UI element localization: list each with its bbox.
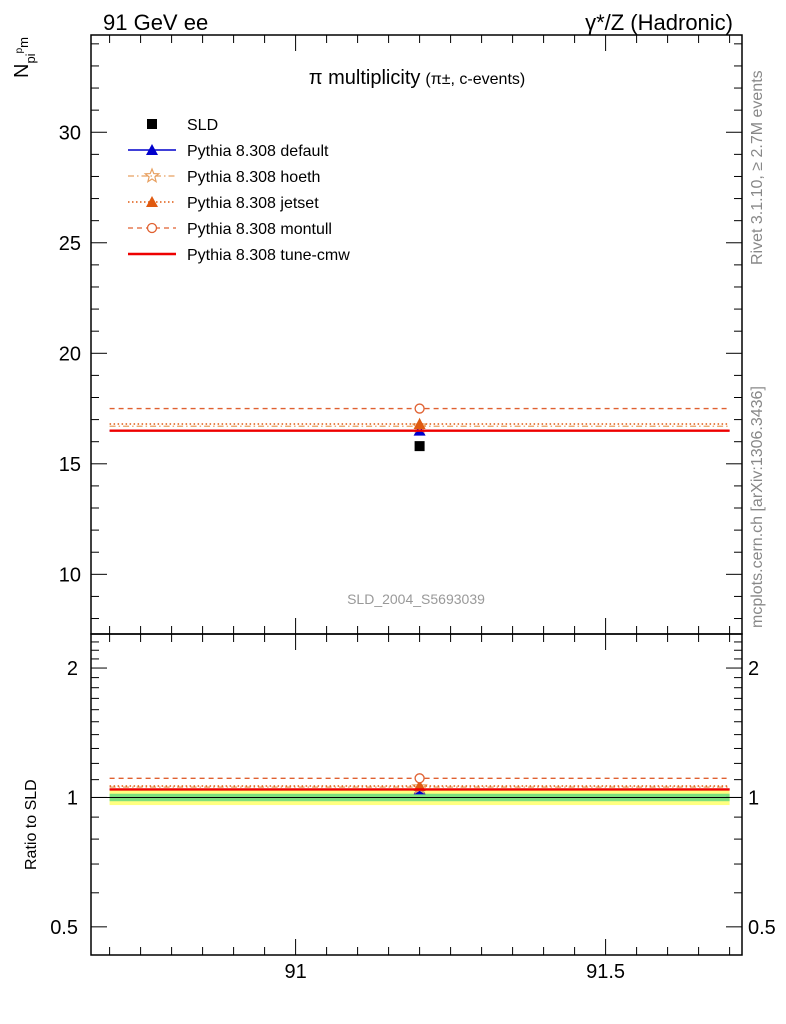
series-point [413, 418, 426, 430]
data-point [414, 441, 425, 452]
ratio-ytick-labels: 0.5 0.5 1 1 2 2 [50, 658, 776, 939]
legend-label: Pythia 8.308 tune-cmw [187, 247, 350, 264]
ratio-ytick-label: 2 [67, 658, 78, 680]
legend-marker [147, 119, 157, 129]
mcplots-label: mcplots.cern.ch [arXiv:1306.3436] [749, 386, 766, 628]
ratio-series-group [109, 773, 730, 795]
legend-item: Pythia 8.308 jetset [128, 195, 319, 212]
main-ylabel: Npipm [11, 37, 38, 78]
ratio-axis-ticks [91, 634, 742, 955]
x-tick-labels: 91 91.5 [284, 961, 625, 983]
ratio-ylabel: Ratio to SLD [23, 779, 40, 870]
main-series-group [109, 403, 730, 452]
legend-item: Pythia 8.308 tune-cmw [128, 247, 350, 264]
legend-marker [143, 167, 161, 184]
rivet-label: Rivet 3.1.10, ≥ 2.7M events [749, 70, 766, 265]
main-panel: 10 15 20 25 30 [59, 34, 743, 635]
legend-label: Pythia 8.308 default [187, 143, 329, 160]
main-ytick-label: 25 [59, 233, 81, 255]
legend-marker [146, 144, 158, 155]
ratio-ytick-label: 0.5 [50, 917, 78, 939]
header-left-label: 91 GeV ee [103, 10, 208, 35]
main-ytick-label: 30 [59, 122, 81, 144]
legend-item: Pythia 8.308 hoeth [128, 167, 320, 186]
ratio-panel: 0.5 0.5 1 1 2 2 91 91.5 [50, 633, 776, 983]
ratio-ytick-label-right: 1 [748, 787, 759, 809]
main-ytick-label: 20 [59, 343, 81, 365]
chart-title: π multiplicity (π±, c-events) [309, 67, 525, 89]
svg-text:Npipm: Npipm [11, 37, 38, 78]
series-point [414, 403, 425, 414]
xtick-label: 91 [284, 961, 306, 983]
ratio-uncertainty-band [91, 790, 742, 806]
ratio-ytick-label-right: 2 [748, 658, 759, 680]
legend-marker [146, 222, 158, 234]
main-axis-ticks [91, 35, 742, 634]
legend-label: Pythia 8.308 hoeth [187, 169, 320, 186]
legend-marker [146, 196, 158, 207]
ratio-ytick-label-right: 0.5 [748, 917, 776, 939]
legend: SLD Pythia 8.308 default Pythia 8.308 hoet… [128, 117, 350, 264]
main-ytick-label: 15 [59, 454, 81, 476]
main-ytick-labels: 10 15 20 25 30 [59, 122, 81, 586]
header-right-label: γ*/Z (Hadronic) [585, 10, 733, 35]
ratio-frame [90, 633, 743, 956]
legend-label: Pythia 8.308 montull [187, 221, 332, 238]
ratio-ytick-label: 1 [67, 787, 78, 809]
ratio-series-point [414, 773, 425, 784]
xtick-label: 91.5 [586, 961, 625, 983]
main-ytick-label: 10 [59, 564, 81, 586]
legend-label: SLD [187, 117, 218, 134]
legend-item: Pythia 8.308 montull [128, 221, 332, 238]
legend-label: Pythia 8.308 jetset [187, 195, 319, 212]
legend-item: Pythia 8.308 default [128, 143, 329, 160]
legend-item: SLD [147, 117, 218, 134]
analysis-tag: SLD_2004_S5693039 [347, 591, 485, 607]
